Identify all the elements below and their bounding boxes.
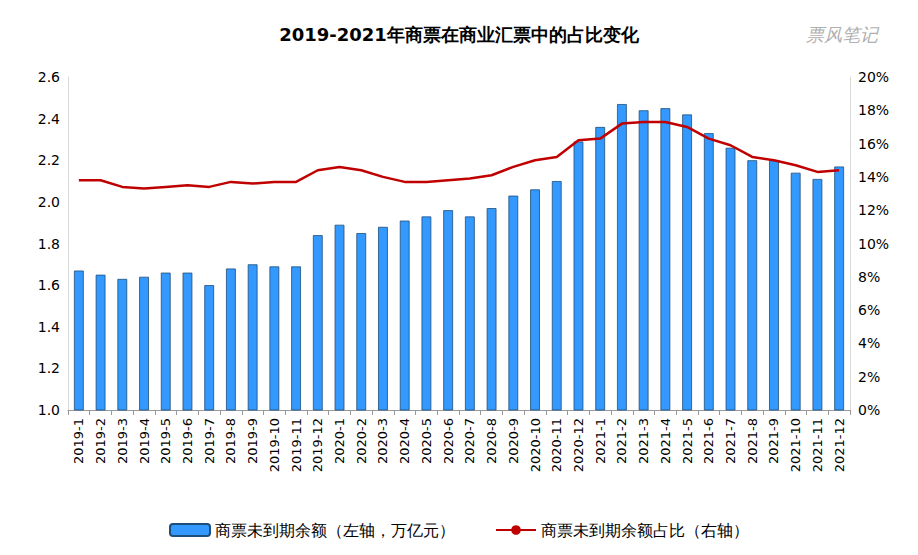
svg-text:2021-12: 2021-12 <box>832 418 847 472</box>
svg-text:2020-3: 2020-3 <box>375 418 390 464</box>
svg-text:2021-5: 2021-5 <box>680 418 695 464</box>
svg-text:2019-1: 2019-1 <box>71 418 86 464</box>
svg-text:2020-2: 2020-2 <box>354 418 369 464</box>
svg-text:2020-7: 2020-7 <box>462 418 477 464</box>
svg-text:2021-11: 2021-11 <box>810 418 825 472</box>
svg-text:14%: 14% <box>858 169 889 185</box>
svg-text:2019-4: 2019-4 <box>137 418 152 464</box>
svg-text:2020-5: 2020-5 <box>419 418 434 464</box>
svg-text:2.2: 2.2 <box>38 152 60 168</box>
svg-text:1.0: 1.0 <box>38 402 60 418</box>
svg-text:2020-9: 2020-9 <box>506 418 521 464</box>
svg-text:2020-11: 2020-11 <box>549 418 564 472</box>
svg-text:2019-9: 2019-9 <box>245 418 260 464</box>
svg-text:2020-6: 2020-6 <box>441 418 456 464</box>
svg-text:12%: 12% <box>858 202 889 218</box>
svg-text:2019-8: 2019-8 <box>223 418 238 464</box>
svg-text:2021-8: 2021-8 <box>745 418 760 464</box>
svg-text:4%: 4% <box>858 335 880 351</box>
svg-text:2021-9: 2021-9 <box>766 418 781 464</box>
svg-text:16%: 16% <box>858 136 889 152</box>
svg-text:2019-11: 2019-11 <box>289 418 304 472</box>
svg-text:商票未到期余额（左轴，万亿元）: 商票未到期余额（左轴，万亿元） <box>215 521 455 540</box>
svg-text:2019-10: 2019-10 <box>267 418 282 472</box>
svg-text:2019-7: 2019-7 <box>202 418 217 464</box>
svg-text:20%: 20% <box>858 69 889 85</box>
svg-text:2.6: 2.6 <box>38 69 60 85</box>
svg-text:2021-7: 2021-7 <box>723 418 738 464</box>
svg-text:2.4: 2.4 <box>38 111 60 127</box>
svg-text:2020-4: 2020-4 <box>397 418 412 464</box>
svg-text:2019-5: 2019-5 <box>158 418 173 464</box>
svg-text:2019-2021年商票在商业汇票中的占比变化: 2019-2021年商票在商业汇票中的占比变化 <box>279 24 640 45</box>
svg-text:1.6: 1.6 <box>38 277 60 293</box>
svg-text:8%: 8% <box>858 269 880 285</box>
svg-text:票风笔记: 票风笔记 <box>806 24 880 45</box>
svg-text:2019-6: 2019-6 <box>180 418 195 464</box>
svg-text:商票未到期余额占比（右轴）: 商票未到期余额占比（右轴） <box>541 521 749 540</box>
svg-text:1.4: 1.4 <box>38 319 60 335</box>
svg-text:2%: 2% <box>858 369 880 385</box>
svg-text:2020-12: 2020-12 <box>571 418 586 472</box>
svg-text:1.2: 1.2 <box>38 360 60 376</box>
svg-text:2020-1: 2020-1 <box>332 418 347 464</box>
svg-text:1.8: 1.8 <box>38 236 60 252</box>
svg-text:2021-4: 2021-4 <box>658 418 673 464</box>
svg-text:0%: 0% <box>858 402 880 418</box>
svg-text:10%: 10% <box>858 236 889 252</box>
svg-text:2019-12: 2019-12 <box>310 418 325 472</box>
svg-text:18%: 18% <box>858 102 889 118</box>
svg-text:2021-6: 2021-6 <box>701 418 716 464</box>
svg-text:2.0: 2.0 <box>38 194 60 210</box>
svg-text:6%: 6% <box>858 302 880 318</box>
svg-text:2019-2: 2019-2 <box>93 418 108 464</box>
svg-text:2021-1: 2021-1 <box>593 418 608 464</box>
svg-text:2020-10: 2020-10 <box>528 418 543 472</box>
svg-text:2019-3: 2019-3 <box>115 418 130 464</box>
svg-text:2021-3: 2021-3 <box>636 418 651 464</box>
svg-text:2020-8: 2020-8 <box>484 418 499 464</box>
svg-text:2021-2: 2021-2 <box>614 418 629 464</box>
svg-text:2021-10: 2021-10 <box>788 418 803 472</box>
